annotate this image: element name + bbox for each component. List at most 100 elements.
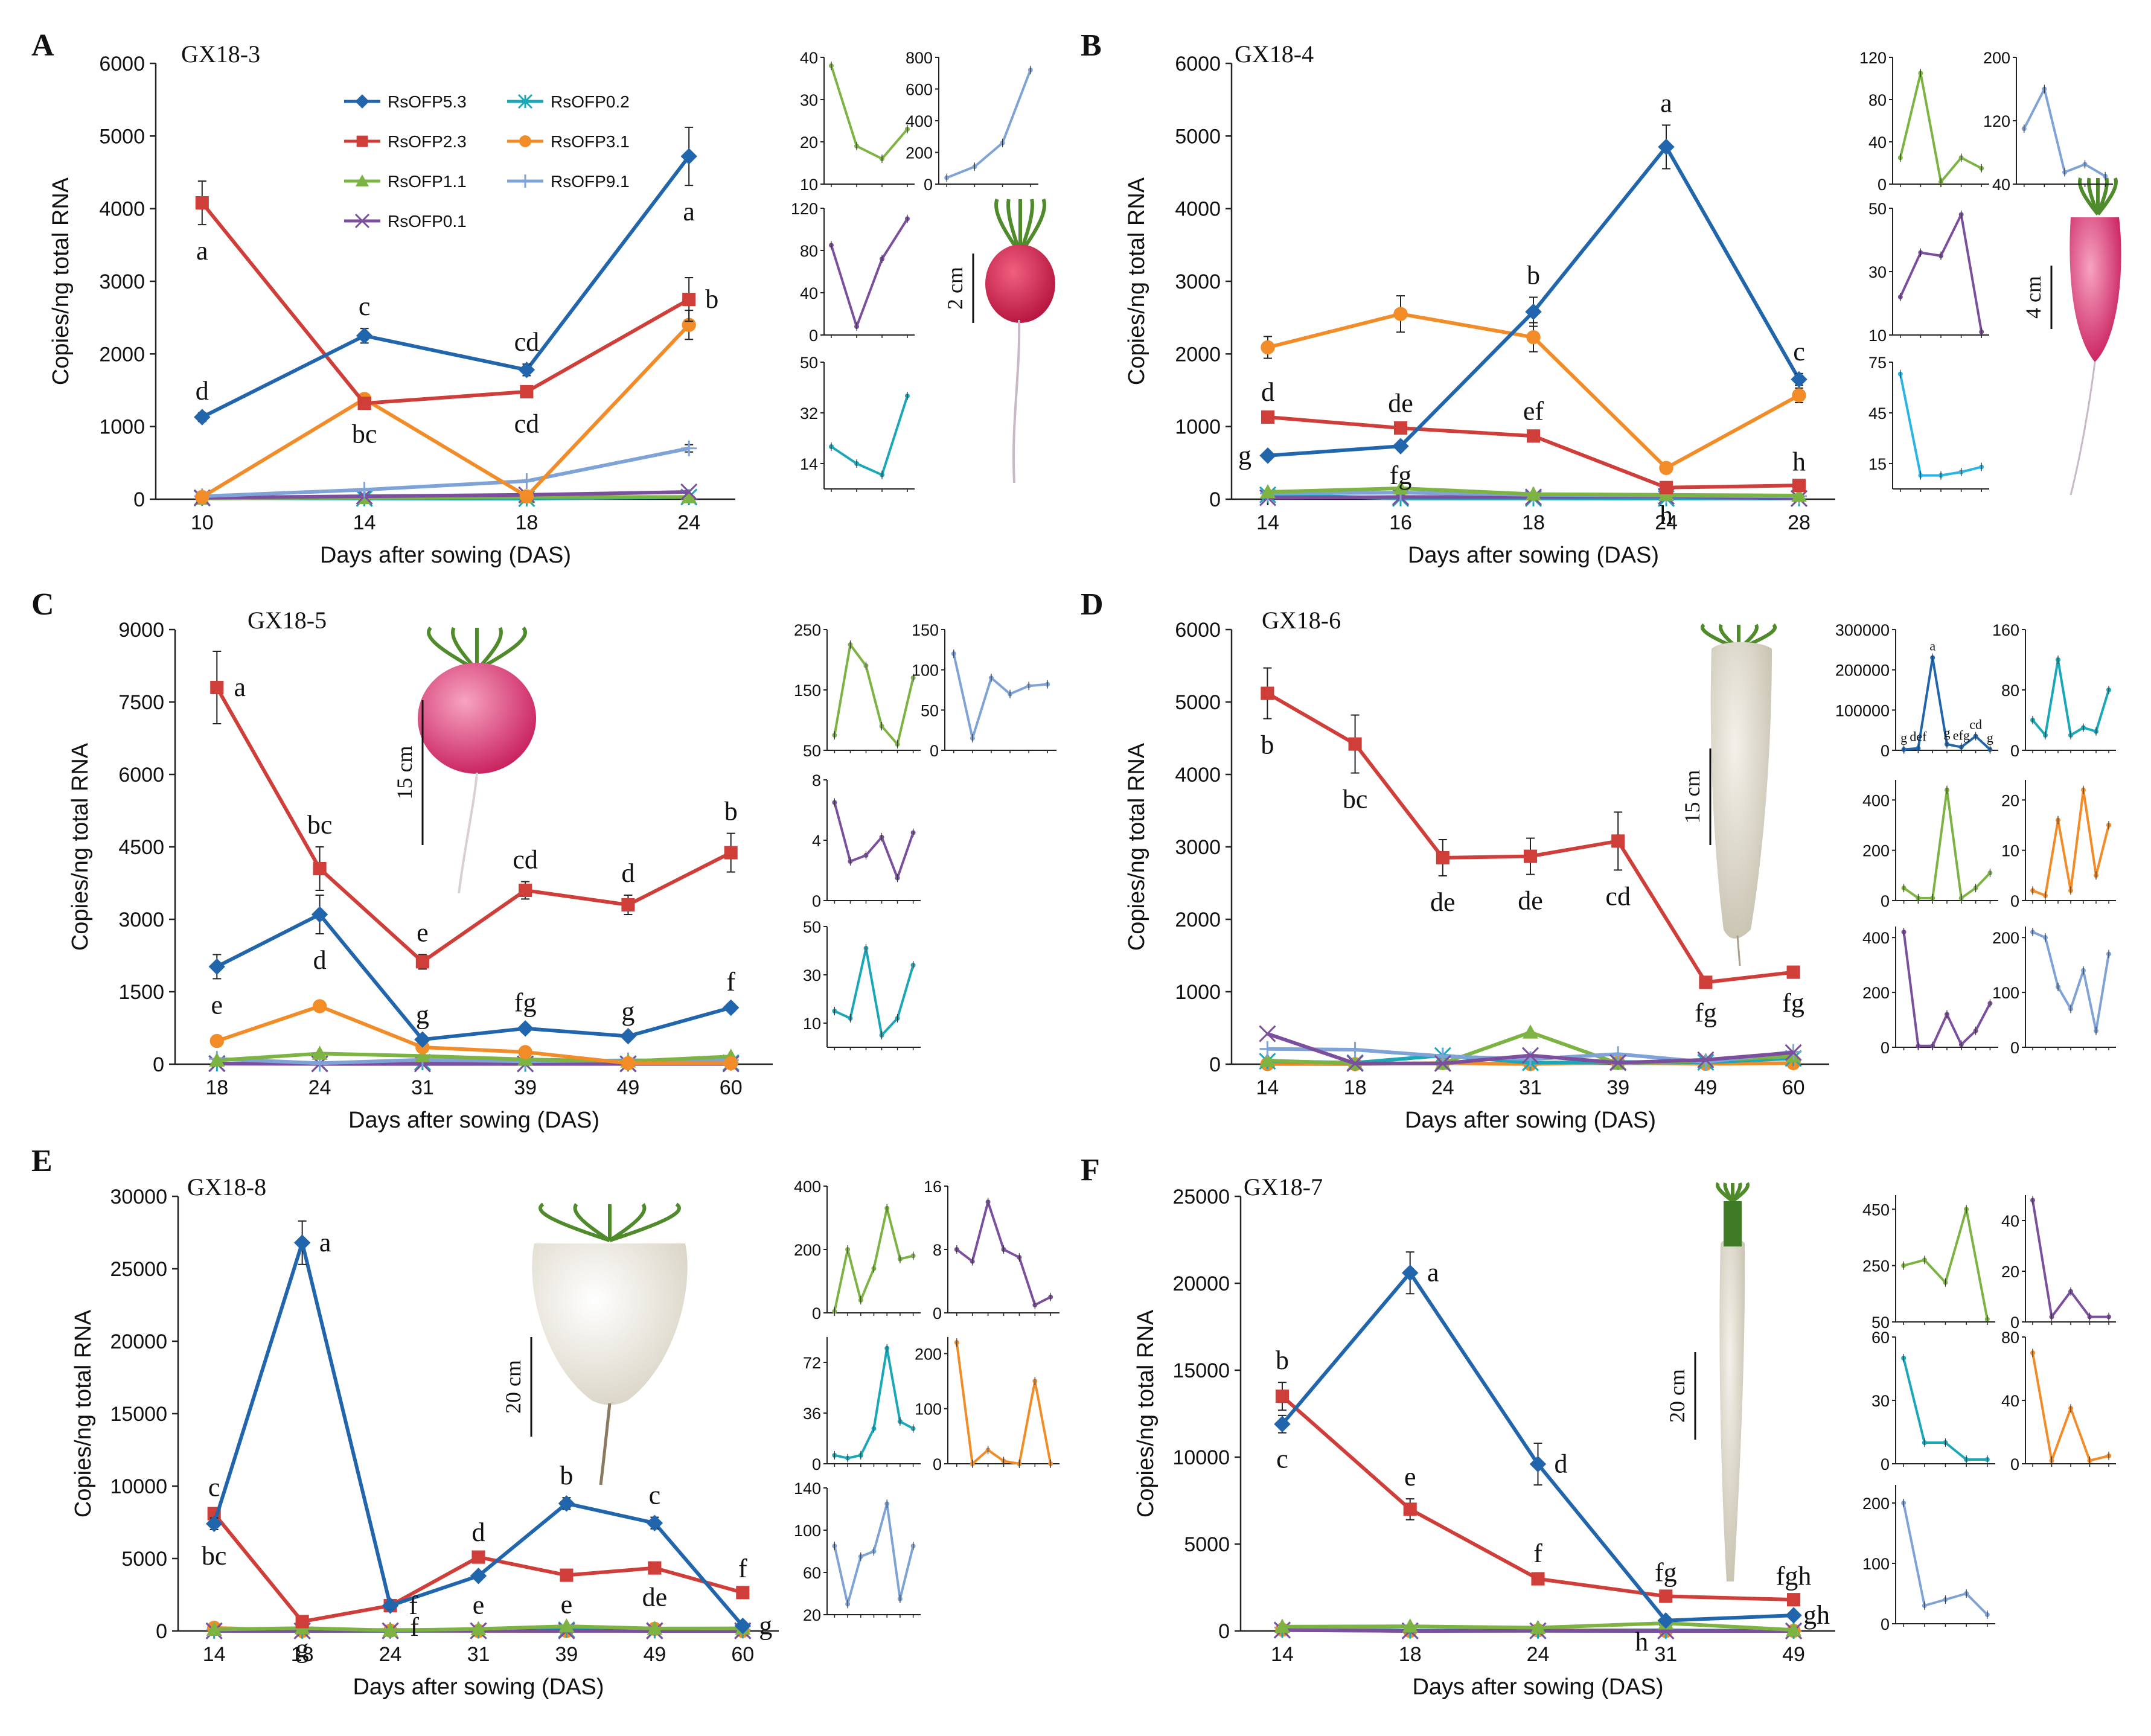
significance-letter: a [234,672,246,702]
inset-line [2023,88,2106,177]
significance-letter: bc [352,419,377,448]
significance-letter: e [473,1591,485,1620]
x-tick-label: 24 [379,1643,402,1666]
scale-bar-label: 15 cm [1680,770,1704,824]
inset-significance-letter: a [1929,639,1935,654]
y-tick-label: 30000 [110,1186,167,1208]
inset-y-tick-label: 450 [1862,1201,1890,1219]
inset-y-tick-label: 250 [1862,1257,1890,1275]
inset-line [1903,788,1991,899]
legend-label: RsOFP2.3 [388,132,467,151]
inset-y-tick-label: 0 [1881,1615,1890,1633]
inset-y-tick-label: 0 [1881,1455,1890,1473]
y-tick-label: 0 [156,1620,167,1643]
inset-y-tick-label: 120 [1859,49,1887,67]
significance-letter: c [649,1481,661,1510]
inset-y-tick-label: 100 [915,1400,942,1418]
inset-f: 0 100 200 [1862,1485,1995,1633]
significance-letter: cd [1605,881,1631,911]
inset-y-tick-label: 0 [2010,742,2019,760]
legend-label: RsOFP0.2 [551,92,630,111]
inset-y-tick-label: 120 [791,200,818,218]
inset-line [834,1347,914,1460]
inset-line [2032,788,2110,897]
series-RsOFP5.3 [205,1220,752,1635]
significance-letter: a [1427,1258,1439,1288]
inset-y-tick-label: 20 [2001,1263,2019,1281]
y-tick-label: 5000 [1175,125,1221,148]
inset-c: 50 150 250 [794,621,921,760]
legend-label: RsOFP3.1 [551,132,630,151]
inset-line [1899,213,1983,333]
data-point [647,1620,663,1635]
chart-title: GX18-8 [187,1173,266,1201]
significance-letter: e [417,917,429,947]
data-point [209,1052,225,1067]
inset-y-tick-label: 0 [812,1455,821,1473]
inset-y-tick-label: 50 [803,918,821,936]
radish-taproot [458,772,478,894]
series-RsOFP1.1 [1274,1615,1802,1636]
inset-d: 0 200 400 [1862,780,1998,910]
series-RsOFP5.3 [1259,124,1807,464]
data-point [312,999,327,1013]
data-point [1787,1593,1801,1607]
x-tick-label: 14 [203,1643,226,1666]
inset-y-tick-label: 10 [803,1015,821,1033]
legend-item: RsOFP3.1 [507,132,630,151]
radish-root [985,244,1055,323]
x-tick-label: 24 [1527,1643,1550,1666]
inset-y-tick-label: 200 [1862,842,1890,860]
data-point [724,1056,738,1071]
y-tick-label: 2000 [1175,908,1221,931]
inset-line [946,69,1032,179]
x-tick-label: 31 [411,1076,434,1099]
inset-y-tick-label: 0 [2010,1313,2019,1332]
y-axis-label: Copies/ng total RNA [1124,177,1149,385]
inset-y-tick-label: 0 [2010,892,2019,910]
y-tick-label: 20000 [110,1330,167,1353]
inset-y-tick-label: 72 [803,1354,821,1372]
inset-y-tick-label: 10 [2001,842,2019,860]
scale-bar: 2 cm [943,254,974,323]
data-point [1657,1612,1674,1629]
inset-y-tick-label: 80 [800,242,818,260]
radish-photo-f: 20 cm [1665,1182,1750,1581]
significance-letter: fg [1655,1558,1677,1588]
legend-marker [517,94,533,109]
inset-significance-letter: g [1987,730,1993,745]
y-axis-label: Copies/ng total RNA [68,742,93,951]
x-tick-label: 18 [515,511,538,534]
radish-root [1719,1239,1745,1581]
significance-letter: fg [1695,998,1717,1028]
data-point [1260,483,1276,499]
series-RsOFP3.1 [209,999,738,1071]
inset-y-tick-label: 0 [812,892,821,910]
panel-f: F GX18-7 0 5000 10000 15000 20000 25000 14 18 24 31… [1081,1153,1835,1700]
inset-y-tick-label: 300000 [1835,621,1890,639]
inset-line [833,802,915,879]
inset-line [1899,72,1983,183]
significance-letter: fg [1390,461,1412,490]
radish-leaves-base [1724,1201,1742,1246]
inset-line [2032,931,2110,1032]
data-point [1699,975,1713,989]
significance-letter: f [410,1612,419,1642]
data-point [680,483,698,501]
data-point [470,1568,487,1584]
x-tick-label: 18 [1399,1643,1422,1666]
scale-bar-label: 20 cm [501,1360,525,1414]
scale-bar-label: 2 cm [943,267,967,310]
y-tick-label: 25000 [1172,1186,1230,1208]
y-tick-label: 6000 [1175,53,1221,75]
x-tick-label: 60 [1782,1076,1805,1099]
legend-marker [519,135,531,147]
data-point [1785,1044,1802,1061]
chart-title: GX18-6 [1262,607,1341,634]
significance-letter: d [1261,377,1274,407]
inset-y-tick-label: 250 [794,621,821,639]
series-line [202,490,689,500]
x-tick-label: 39 [1606,1076,1629,1099]
inset-y-tick-label: 200 [1983,49,2010,67]
inset-line [830,65,909,160]
